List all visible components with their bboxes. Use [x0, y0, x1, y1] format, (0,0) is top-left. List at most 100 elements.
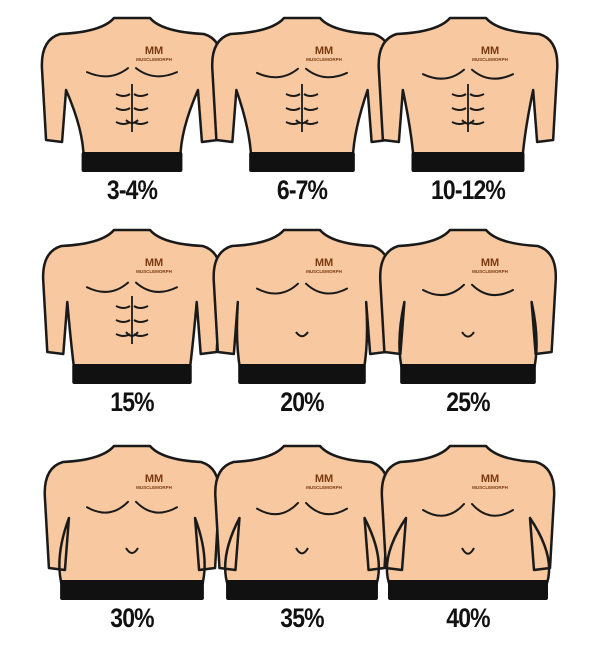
figure-label: 3-4%	[106, 175, 158, 205]
pec-line	[305, 67, 348, 79]
navel-line	[295, 331, 309, 338]
logo-mark: MM	[481, 473, 499, 485]
shorts	[388, 580, 548, 600]
figure-40: MM MUSCLEMORPH 40%	[368, 438, 568, 653]
figure-label: 6-7%	[276, 175, 328, 205]
figure-15: MM MUSCLEMORPH 15%	[32, 222, 232, 437]
pec-line	[305, 501, 348, 516]
ab-line	[133, 107, 149, 111]
ab-line	[115, 319, 131, 323]
ab-line	[451, 107, 467, 111]
ab-line	[469, 93, 485, 97]
ab-line	[115, 121, 131, 125]
logo-text: MUSCLEMORPH	[472, 57, 508, 62]
logo-text: MUSCLEMORPH	[472, 485, 508, 490]
pec-line	[256, 501, 299, 516]
ab-line	[469, 107, 485, 111]
logo-mark: MM	[315, 257, 333, 269]
logo-mark: MM	[145, 473, 163, 485]
figure-35: MM MUSCLEMORPH 35%	[202, 438, 402, 653]
logo-text: MUSCLEMORPH	[136, 57, 172, 62]
ab-line	[451, 93, 467, 97]
navel-line	[295, 547, 309, 555]
torso-shape	[214, 444, 390, 588]
ab-line	[133, 319, 149, 323]
logo-text: MUSCLEMORPH	[472, 269, 508, 274]
navel-line	[461, 547, 475, 555]
shorts	[411, 152, 525, 172]
figure-label: 40%	[446, 603, 490, 633]
torso-shape	[212, 228, 392, 372]
ab-line	[285, 107, 301, 111]
figure-3-4: MM MUSCLEMORPH 3-4%	[32, 10, 232, 225]
logo-mark: MM	[481, 45, 499, 57]
ab-line	[115, 333, 131, 337]
pec-line	[86, 67, 129, 78]
ab-line	[303, 107, 319, 111]
logo-mark: MM	[145, 257, 163, 269]
shorts	[226, 580, 378, 600]
figure-label: 35%	[280, 603, 324, 633]
logo-text: MUSCLEMORPH	[136, 269, 172, 274]
figure-label: 15%	[110, 387, 154, 417]
pec-line	[305, 282, 348, 295]
torso-shape	[43, 444, 221, 588]
torso-shape	[380, 444, 556, 588]
pec-line	[422, 68, 465, 80]
ab-line	[133, 93, 149, 97]
figure-20: MM MUSCLEMORPH 20%	[202, 222, 402, 437]
shorts	[400, 364, 536, 384]
figure-label: 10-12%	[430, 175, 506, 205]
ab-line	[133, 305, 149, 309]
shorts	[249, 152, 355, 172]
pec-line	[471, 283, 514, 297]
navel-line	[461, 331, 475, 338]
figure-label: 25%	[446, 387, 490, 417]
ab-line	[133, 333, 149, 337]
pec-line	[471, 68, 514, 80]
ab-line	[303, 121, 319, 125]
logo-text: MUSCLEMORPH	[306, 485, 342, 490]
figure-25: MM MUSCLEMORPH 25%	[368, 222, 568, 437]
figure-6-7: MM MUSCLEMORPH 6-7%	[202, 10, 402, 225]
ab-line	[469, 121, 485, 125]
pec-line	[422, 503, 465, 517]
figure-10-12: MM MUSCLEMORPH 10-12%	[368, 10, 568, 225]
navel-line	[125, 547, 139, 554]
ab-line	[115, 93, 131, 97]
ab-line	[115, 107, 131, 111]
ab-line	[285, 93, 301, 97]
logo-mark: MM	[315, 45, 333, 57]
ab-line	[303, 93, 319, 97]
figure-30: MM MUSCLEMORPH 30%	[32, 438, 232, 653]
pec-line	[256, 67, 299, 79]
logo-mark: MM	[315, 473, 333, 485]
pec-line	[471, 503, 514, 517]
pec-line	[86, 281, 129, 293]
pec-line	[86, 500, 129, 514]
shorts	[81, 152, 183, 172]
pec-line	[422, 283, 465, 297]
shorts	[72, 364, 192, 384]
ab-line	[285, 121, 301, 125]
shorts	[60, 580, 204, 600]
logo-mark: MM	[481, 257, 499, 269]
figure-label: 30%	[110, 603, 154, 633]
logo-text: MUSCLEMORPH	[136, 485, 172, 490]
logo-text: MUSCLEMORPH	[306, 269, 342, 274]
torso-shape	[378, 228, 558, 372]
shorts	[238, 364, 366, 384]
pec-line	[135, 67, 178, 78]
ab-line	[133, 121, 149, 125]
logo-text: MUSCLEMORPH	[306, 57, 342, 62]
figure-label: 20%	[280, 387, 324, 417]
logo-mark: MM	[145, 45, 163, 57]
